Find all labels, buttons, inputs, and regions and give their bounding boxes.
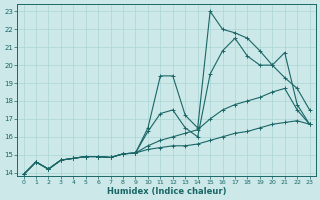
X-axis label: Humidex (Indice chaleur): Humidex (Indice chaleur): [107, 187, 226, 196]
